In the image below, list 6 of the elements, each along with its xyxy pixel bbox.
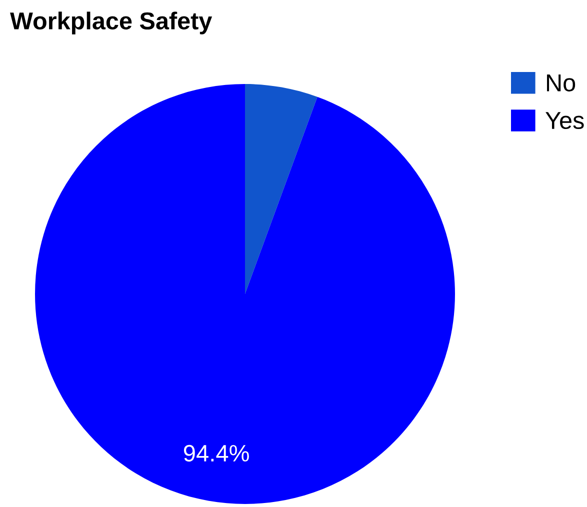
legend-label: No [547, 74, 576, 92]
pie-slice [245, 84, 318, 294]
legend-label: Yes [546, 112, 584, 130]
pie-slice [35, 84, 455, 504]
data-label: 94.4% [184, 444, 249, 462]
chart-title: Workplace Safety [10, 12, 212, 34]
